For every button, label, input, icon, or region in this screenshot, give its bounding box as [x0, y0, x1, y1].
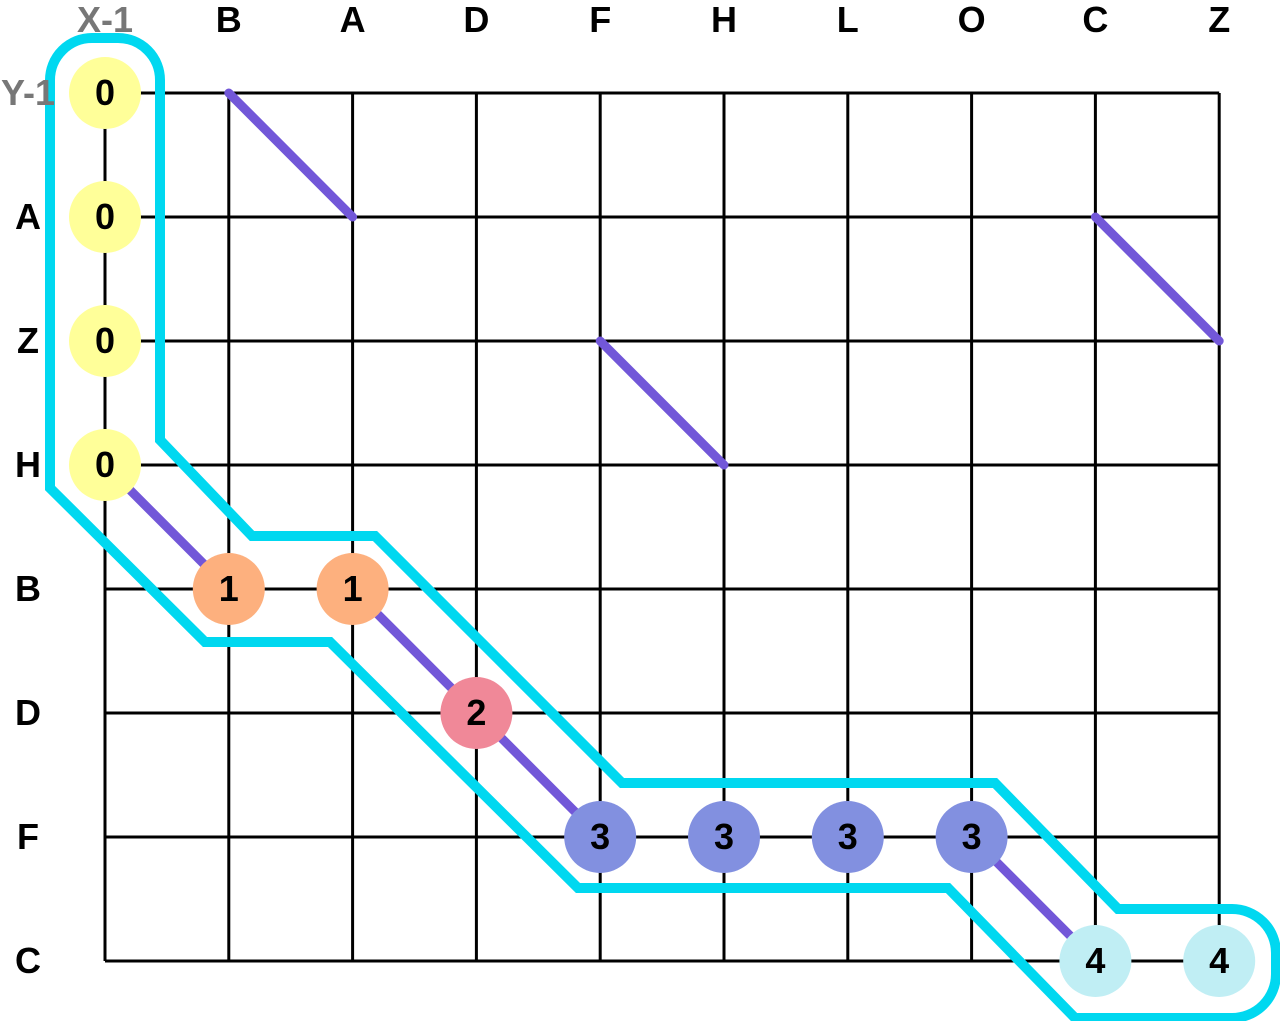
column-header: C [1082, 0, 1108, 40]
diagonal-match-line [595, 336, 729, 470]
path-node: 3 [564, 801, 637, 873]
path-node: 0 [69, 429, 141, 501]
column-header: D [463, 0, 489, 40]
path-node-circle [688, 801, 760, 873]
row-header: Z [17, 320, 39, 361]
row-header: F [17, 816, 39, 857]
path-node-label: 1 [343, 568, 363, 609]
row-header: D [15, 692, 41, 733]
path-node: 0 [69, 181, 141, 253]
path-node-circle [69, 181, 141, 253]
row-headers: Y-1 A Z H B D F C [1, 72, 55, 981]
nodes: 0 0 0 0 1 1 2 3 3 3 3 4 4 [69, 57, 1256, 997]
path-node-label: 1 [219, 568, 239, 609]
row-header: B [15, 568, 41, 609]
diagonal-match-line [224, 88, 358, 222]
path-node-label: 3 [714, 816, 734, 857]
path-node: 3 [935, 801, 1008, 873]
path-node-circle [69, 305, 141, 377]
diagonal-matches [100, 88, 1224, 966]
column-header: X-1 [77, 0, 133, 40]
column-header: Z [1208, 0, 1230, 40]
path-node: 3 [688, 801, 760, 873]
path-node: 0 [69, 57, 141, 129]
path-node-circle [564, 801, 637, 873]
path-node: 4 [1183, 925, 1256, 997]
path-node-circle [192, 553, 265, 625]
path-node-circle [1059, 925, 1132, 997]
path-node: 2 [440, 677, 513, 749]
column-header: A [340, 0, 366, 40]
path-node-label: 3 [590, 816, 610, 857]
path-node-label: 0 [95, 320, 115, 361]
path-node: 4 [1059, 925, 1132, 997]
path-node-label: 2 [466, 692, 486, 733]
column-header: B [216, 0, 242, 40]
path-node-circle [935, 801, 1008, 873]
path-node-label: 3 [962, 816, 982, 857]
path-node: 1 [316, 553, 389, 625]
row-header: Y-1 [1, 72, 55, 113]
row-header: A [15, 196, 41, 237]
path-node-label: 3 [838, 816, 858, 857]
path-node: 1 [192, 553, 265, 625]
grid [103, 91, 1221, 963]
column-header: F [589, 0, 611, 40]
path-outline-shape [45, 33, 1280, 1021]
path-node-circle [69, 429, 141, 501]
path-node-circle [1183, 925, 1256, 997]
diagonal-match-line [1090, 212, 1224, 346]
path-node: 0 [69, 305, 141, 377]
column-header: O [958, 0, 986, 40]
column-header: H [711, 0, 737, 40]
path-node-circle [811, 801, 884, 873]
path-node-label: 0 [95, 72, 115, 113]
path-outline [45, 33, 1280, 1021]
column-headers: X-1 B A D F H L O C Z [77, 0, 1230, 40]
row-header: H [15, 444, 41, 485]
path-node: 3 [811, 801, 884, 873]
path-node-circle [440, 677, 513, 749]
path-node-label: 0 [95, 196, 115, 237]
path-node-circle [69, 57, 141, 129]
path-node-circle [316, 553, 389, 625]
column-header: L [837, 0, 859, 40]
path-node-label: 0 [95, 444, 115, 485]
row-header: C [15, 940, 41, 981]
path-node-label: 4 [1209, 940, 1229, 981]
path-node-label: 4 [1085, 940, 1105, 981]
